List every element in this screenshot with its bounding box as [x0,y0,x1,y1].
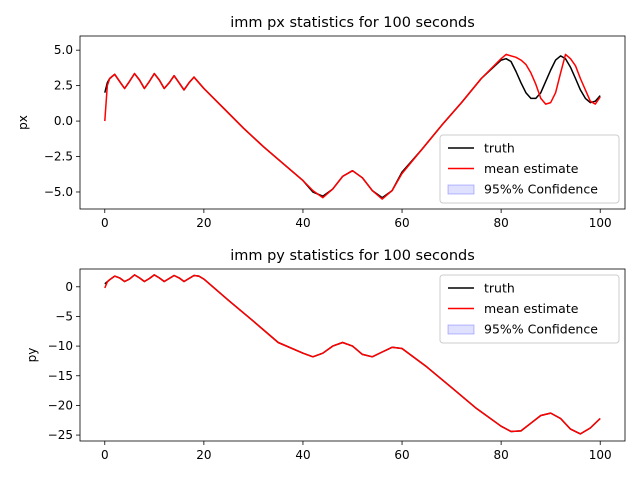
y-axis-label: px [16,115,30,130]
y-tick-label: −25 [48,428,73,442]
legend-item: truth [448,141,515,156]
series-line-mean-estimate [104,274,601,435]
chart-title: imm py statistics for 100 seconds [230,248,475,264]
subplot-2: imm py statistics for 100 seconds py 0 20 40… [25,248,626,462]
y-tick-label: −2.5 [44,150,73,164]
y-tick-label: −15 [48,369,73,383]
legend-label: truth [484,281,515,296]
y-tick-label: 5.0 [54,43,73,57]
legend-label: mean estimate [484,301,579,316]
legend-item: mean estimate [448,161,579,176]
y-tick-label: −5 [55,309,73,323]
y-tick-label: −5.0 [44,185,73,199]
series-group [104,274,601,435]
axes-frame [79,35,626,210]
y-tick-label: −20 [48,398,73,412]
legend-box [439,274,620,344]
x-tick-label: 40 [295,448,310,462]
legend-label: 95%% Confidence [484,322,598,337]
x-tick-label: 0 [101,216,109,230]
legend-label: 95%% Confidence [484,182,598,197]
x-tick-label: 100 [589,216,612,230]
legend-label: truth [484,141,515,156]
x-tick-label: 80 [493,448,508,462]
subplot-1: imm px statistics for 100 seconds px 0 20 40… [16,15,626,230]
chart-title: imm px statistics for 100 seconds [230,15,475,31]
y-tick-label: −10 [48,339,73,353]
axes-frame [79,268,626,442]
legend: truth mean estimate 95%% Confidence [439,134,620,204]
x-tick-label: 20 [196,216,211,230]
y-tick-label: 0.0 [54,114,73,128]
legend-item: 95%% Confidence [447,182,598,197]
y-tick-label: 2.5 [54,79,73,93]
x-tick-label: 100 [589,448,612,462]
x-tick-label: 60 [394,448,409,462]
legend-item: truth [448,281,515,296]
legend-label: mean estimate [484,161,579,176]
legend: truth mean estimate 95%% Confidence [439,274,620,344]
legend-swatch-band [447,324,475,335]
x-tick-label: 40 [295,216,310,230]
y-axis-label: py [25,348,39,363]
x-tick-label: 80 [493,216,508,230]
legend-item: 95%% Confidence [447,322,598,337]
legend-swatch-band [447,184,475,195]
x-tick-label: 20 [196,448,211,462]
series-line-mean-estimate [104,53,601,200]
x-tick-label: 60 [394,216,409,230]
series-group [104,53,601,200]
y-tick-label: 0 [65,280,73,294]
legend-box [439,134,620,204]
x-tick-label: 0 [101,448,109,462]
legend-item: mean estimate [448,301,579,316]
